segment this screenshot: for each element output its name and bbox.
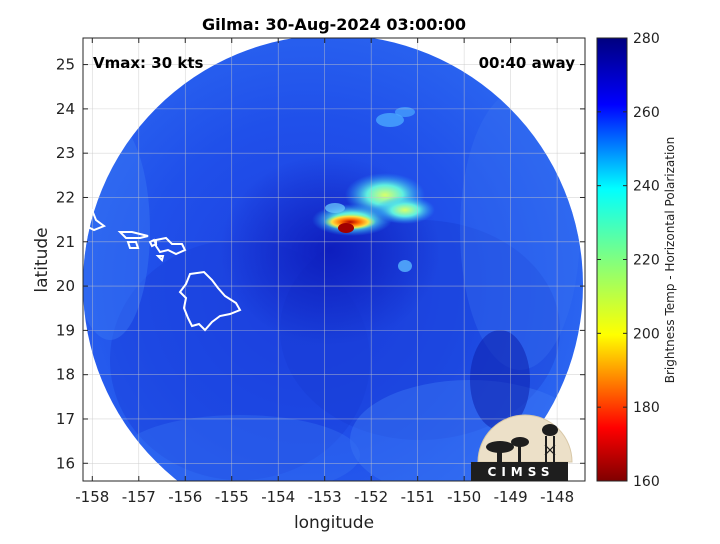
x-tick-label: -152 [354, 488, 388, 506]
colorbar-tick-label: 200 [633, 326, 660, 342]
y-tick-label: 23 [56, 144, 75, 162]
axes-frame [82, 37, 586, 482]
coastline-big-island [178, 270, 242, 332]
x-tick-label: -153 [308, 488, 342, 506]
coastline-oahu [83, 208, 107, 232]
y-tick-label: 24 [56, 100, 75, 118]
y-tick-label: 16 [56, 454, 75, 472]
y-tick-label: 25 [56, 56, 75, 74]
colorbar-tick-label: 240 [633, 179, 660, 195]
colorbar [596, 37, 628, 482]
colorbar-tick-label: 260 [633, 105, 660, 121]
colorbar-ticks: 160 180 200 220 240 260 280 [597, 31, 660, 490]
coastline-molokai-east [126, 241, 140, 249]
x-tick-label: -154 [261, 488, 295, 506]
x-tick-label: -148 [540, 488, 574, 506]
x-tick-label: -150 [447, 488, 481, 506]
cimss-logo: CIMSS [471, 414, 573, 481]
y-tick-label: 17 [56, 410, 75, 428]
colorbar-tick-label: 160 [633, 474, 660, 490]
y-axis-ticks: 16 17 18 19 20 21 22 23 24 25 [56, 56, 585, 472]
x-axis-ticks: -158 -157 -156 -155 -154 -153 -152 -151 -150 -149… [75, 38, 574, 506]
colorbar-tick-label: 280 [633, 31, 660, 47]
coastline-molokai [117, 231, 149, 239]
y-tick-label: 21 [56, 233, 75, 251]
coastline-kahoolawe [155, 255, 165, 262]
vmax-annotation: Vmax: 30 kts [93, 54, 203, 72]
cold-cloud-features [312, 107, 435, 272]
x-tick-label: -157 [122, 488, 156, 506]
colorbar-label: Brightness Temp - Horizontal Polarizatio… [663, 137, 677, 384]
x-axis-label: longitude [294, 513, 374, 533]
x-tick-label: -155 [215, 488, 249, 506]
y-tick-label: 20 [56, 277, 75, 295]
x-tick-label: -149 [494, 488, 528, 506]
colorbar-tick-label: 180 [633, 400, 660, 416]
cimss-logo-text: CIMSS [488, 465, 555, 479]
coastline-maui [155, 236, 187, 256]
colorbar-tick-label: 220 [633, 253, 660, 269]
y-tick-label: 19 [56, 321, 75, 339]
coastlines [83, 208, 242, 332]
chart-title: Gilma: 30-Aug-2024 03:00:00 [202, 15, 466, 34]
x-tick-label: -156 [168, 488, 202, 506]
y-tick-label: 18 [56, 366, 75, 384]
y-axis-label: latitude [32, 227, 52, 292]
coastline-lanai [148, 238, 158, 248]
x-tick-label: -151 [401, 488, 435, 506]
time-away-annotation: 00:40 away [479, 54, 576, 72]
y-tick-label: 22 [56, 188, 75, 206]
x-tick-label: -158 [75, 488, 109, 506]
